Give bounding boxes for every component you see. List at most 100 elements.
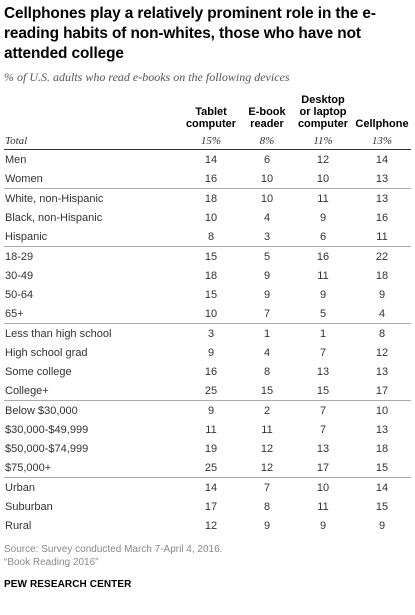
row-label: Black, non-Hispanic <box>5 211 103 224</box>
cell-ebook: 10 <box>260 172 274 185</box>
cell-cellphone: 4 <box>378 307 386 320</box>
col-header-line: computer <box>297 118 349 130</box>
row-label: Suburban <box>5 500 53 513</box>
cell-tablet: 19 <box>204 442 218 455</box>
col-header-tablet: Tablet computer <box>181 94 241 132</box>
col-header-cellphone: Cellphone <box>353 94 411 132</box>
cell-ebook: 2 <box>241 400 293 420</box>
row-label: College+ <box>5 384 49 397</box>
cell-cellphone: 8 <box>353 323 411 343</box>
row-label: Rural <box>5 519 32 532</box>
cell-desktop: 6 <box>319 230 327 243</box>
row-label: High school grad <box>5 346 88 359</box>
table-row: Some college 16 8 13 13 <box>4 362 411 381</box>
cell-tablet: 25 <box>204 384 218 397</box>
cell-cellphone: 13 <box>375 172 389 185</box>
cell-tablet: 9 <box>181 400 241 420</box>
table-row: 18-29 15 5 16 22 <box>4 246 411 266</box>
cell-desktop: 11 <box>317 269 329 282</box>
cell-ebook: 8% <box>241 132 293 150</box>
cell-ebook: 10 <box>241 188 293 208</box>
cell-ebook: 5 <box>241 246 293 266</box>
total-row: Total 15% 8% 11% 13% <box>4 132 411 150</box>
cell-ebook: 8 <box>263 500 271 513</box>
row-label: Hispanic <box>5 230 48 243</box>
table-row: Black, non-Hispanic 10 4 9 16 <box>4 208 411 227</box>
cell-ebook: 1 <box>241 323 293 343</box>
cell-desktop: 5 <box>319 307 327 320</box>
row-label: 65+ <box>5 307 24 320</box>
table-row: 65+ 10 7 5 4 <box>4 304 411 324</box>
cell-tablet: 25 <box>204 461 218 474</box>
cell-ebook: 9 <box>263 269 271 282</box>
cell-tablet: 15 <box>204 288 218 301</box>
row-label: Some college <box>5 365 72 378</box>
cell-cellphone: 13 <box>375 423 389 436</box>
figure-title: Cellphones play a relatively prominent r… <box>4 5 376 62</box>
cell-cellphone: 16 <box>375 211 389 224</box>
cell-cellphone: 12 <box>375 346 389 359</box>
cell-tablet: 18 <box>204 269 218 282</box>
cell-cellphone: 9 <box>378 288 386 301</box>
cell-tablet: 16 <box>204 365 218 378</box>
header-row: Tablet computer E-book reader Desktop or… <box>4 94 411 132</box>
cell-desktop: 7 <box>293 400 353 420</box>
cell-ebook: 6 <box>263 153 271 166</box>
cell-ebook: 15 <box>260 384 274 397</box>
figure-subtitle: % of U.S. adults who read e-books on the… <box>4 70 290 84</box>
cell-ebook: 12 <box>260 461 274 474</box>
col-header-line: Cellphone <box>355 118 409 130</box>
col-header-line: Desktop <box>301 94 345 106</box>
cell-cellphone: 15 <box>375 500 389 513</box>
row-label: $50,000-$74,999 <box>5 442 89 455</box>
row-label: Less than high school <box>4 323 181 343</box>
cell-tablet: 3 <box>181 323 241 343</box>
cell-desktop: 10 <box>293 477 353 497</box>
source-line: “Book Reading 2016” <box>4 557 99 568</box>
table-row: $75,000+ 25 12 17 15 <box>4 458 411 478</box>
table-row: Less than high school 3 1 1 8 <box>4 323 411 343</box>
cell-tablet: 15% <box>181 132 241 150</box>
cell-cellphone: 14 <box>375 153 389 166</box>
cell-tablet: 11 <box>205 423 217 436</box>
cell-desktop: 7 <box>319 423 327 436</box>
row-label: Below $30,000 <box>4 400 181 420</box>
cell-desktop: 13 <box>316 442 330 455</box>
cell-cellphone: 17 <box>375 384 389 397</box>
cell-tablet: 12 <box>204 519 218 532</box>
row-label: Urban <box>4 477 181 497</box>
col-header-line: E-book <box>248 106 286 118</box>
cell-desktop: 9 <box>319 288 327 301</box>
cell-desktop: 7 <box>319 346 327 359</box>
table-row: $30,000-$49,999 11 11 7 13 <box>4 420 411 439</box>
table-row: Women 16 10 10 13 <box>4 169 411 189</box>
report-figure: Cellphones play a relatively prominent r… <box>4 0 411 590</box>
table-row: 30-49 18 9 11 18 <box>4 266 411 285</box>
cell-ebook: 8 <box>263 365 271 378</box>
cell-cellphone: 14 <box>353 477 411 497</box>
cell-tablet: 9 <box>207 346 215 359</box>
cell-desktop: 10 <box>316 172 330 185</box>
cell-ebook: 12 <box>260 442 274 455</box>
cell-ebook: 11 <box>261 423 273 436</box>
cell-desktop: 12 <box>316 153 330 166</box>
data-table: Tablet computer E-book reader Desktop or… <box>4 94 411 535</box>
cell-tablet: 15 <box>181 246 241 266</box>
cell-tablet: 10 <box>204 307 218 320</box>
table-row: Urban 14 7 10 14 <box>4 477 411 497</box>
col-header-desktop: Desktop or laptop computer <box>293 94 353 132</box>
cell-tablet: 16 <box>204 172 218 185</box>
cell-ebook: 7 <box>241 477 293 497</box>
cell-cellphone: 10 <box>353 400 411 420</box>
cell-cellphone: 11 <box>376 230 388 243</box>
table-row: Below $30,000 9 2 7 10 <box>4 400 411 420</box>
cell-tablet: 14 <box>204 153 218 166</box>
col-header-ebook: E-book reader <box>241 94 293 132</box>
row-label: Total <box>4 132 181 150</box>
cell-ebook: 4 <box>263 211 271 224</box>
cell-desktop: 11% <box>293 132 353 150</box>
cell-desktop: 11 <box>317 500 329 513</box>
table-row: Suburban 17 8 11 15 <box>4 497 411 516</box>
row-label: Men <box>5 153 27 166</box>
table-row: White, non-Hispanic 18 10 11 13 <box>4 188 411 208</box>
